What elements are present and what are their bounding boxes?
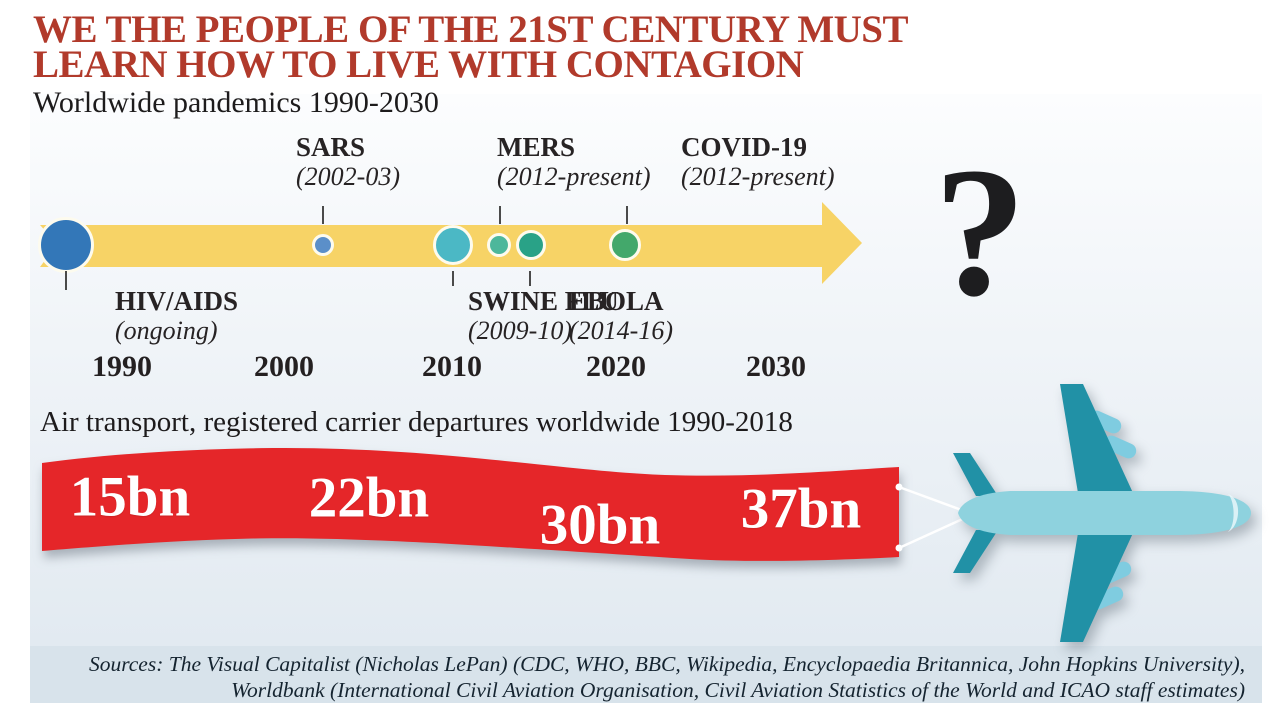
- airplane-illustration: [953, 384, 1251, 642]
- sources-band: [30, 646, 1262, 703]
- dot-sars: [312, 234, 334, 256]
- tick-covid19: [626, 206, 628, 224]
- page-title-line2: LEARN HOW TO LIVE WITH CONTAGION: [33, 43, 804, 86]
- tick-ebola: [529, 271, 531, 286]
- banner-ribbon-shape: [42, 448, 899, 561]
- value-2018: 37bn: [740, 477, 862, 541]
- tick-hiv-aids: [65, 271, 67, 290]
- dot-hiv-aids: [38, 217, 94, 273]
- tailplane-bottom: [953, 530, 998, 573]
- tow-string-bottom: [898, 515, 968, 550]
- engine-top-inner: [1103, 435, 1137, 459]
- dot-ebola: [516, 230, 546, 260]
- tailplane-top: [953, 453, 998, 496]
- nose-highlight: [1228, 494, 1239, 532]
- air-transport-title: Air transport, registered carrier depart…: [40, 406, 793, 438]
- tick-mers: [499, 206, 501, 224]
- sources-line1: Sources: The Visual Capitalist (Nicholas…: [88, 652, 1245, 676]
- banner-tow-strings: [895, 483, 968, 552]
- value-2000: 22bn: [308, 466, 430, 530]
- string-anchor-top: [895, 483, 903, 491]
- dot-swine-flu: [433, 225, 473, 265]
- tick-sars: [322, 206, 324, 224]
- wing-top: [1060, 384, 1133, 493]
- page-title: WE THE PEOPLE OF THE 21ST CENTURY MUST L…: [33, 8, 909, 86]
- sources-text: Sources: The Visual Capitalist (Nicholas…: [40, 651, 1245, 703]
- air-transport-banner: [42, 448, 899, 561]
- sources-line2: Worldbank (International Civil Aviation …: [231, 678, 1245, 702]
- value-1990: 15bn: [69, 465, 191, 529]
- timeline-subtitle: Worldwide pandemics 1990-2030: [33, 86, 439, 119]
- page-title-line1: WE THE PEOPLE OF THE 21ST CENTURY MUST: [33, 8, 909, 51]
- fuselage: [958, 491, 1251, 535]
- tick-swine-flu: [452, 271, 454, 286]
- value-2010: 30bn: [539, 493, 661, 557]
- tow-string-top: [898, 485, 968, 514]
- future-question-mark: ?: [933, 130, 1027, 335]
- string-anchor-bottom: [895, 544, 903, 552]
- dot-mers: [487, 233, 511, 257]
- wing-bottom: [1060, 533, 1133, 642]
- dot-covid19: [609, 229, 641, 261]
